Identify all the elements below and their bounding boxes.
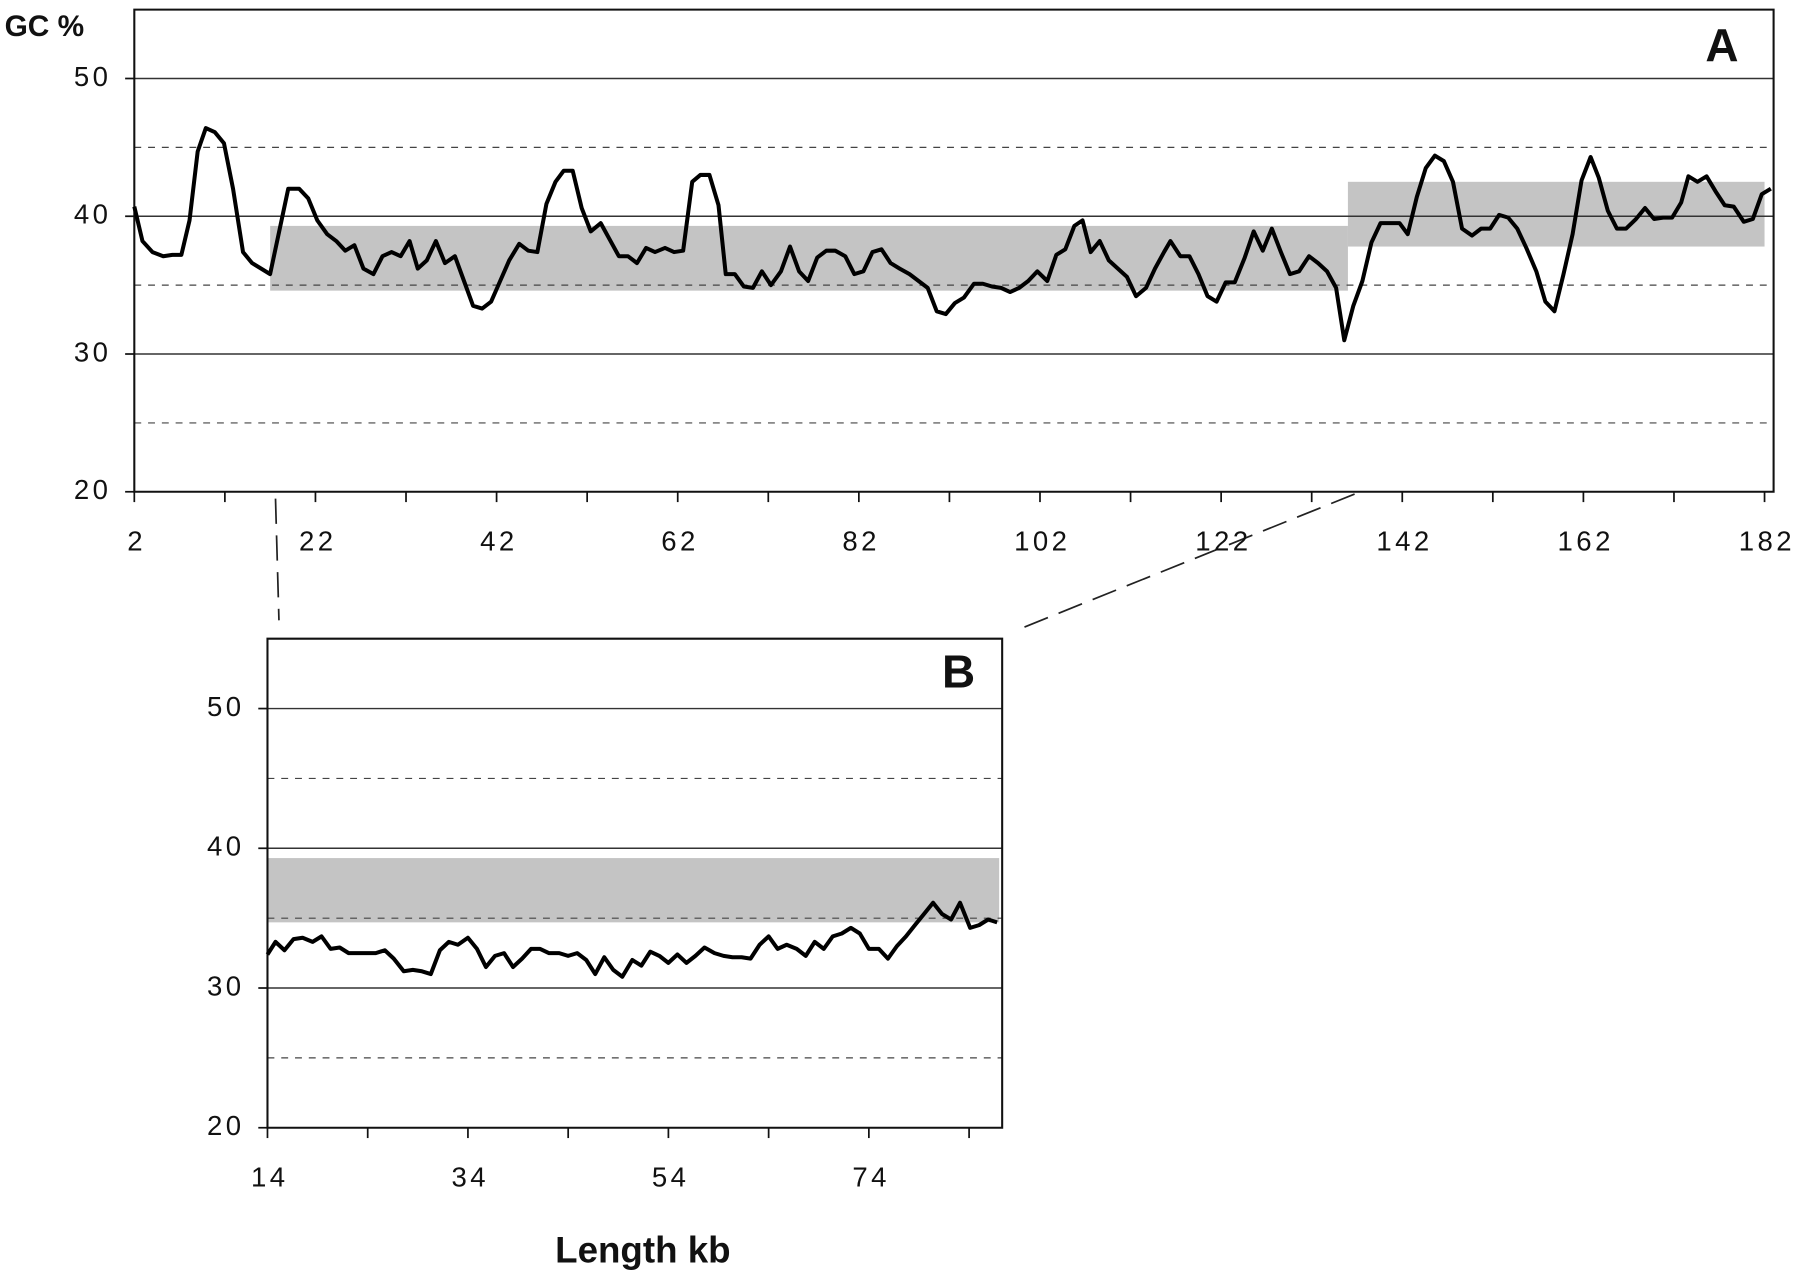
x-tick-label: 62: [661, 526, 699, 557]
x-tick-label: 42: [480, 526, 518, 557]
data-line: [132, 126, 1772, 343]
x-tick-label: 54: [652, 1162, 690, 1193]
y-tick-label: 20: [74, 474, 112, 505]
plot-frame: [266, 637, 1004, 1129]
x-tick-label: 14: [251, 1162, 289, 1193]
x-tick-label: 162: [1558, 526, 1614, 557]
zoom-connector: [1023, 493, 1355, 629]
zoom-connector: [274, 498, 280, 621]
y-tick-label: 40: [207, 831, 245, 862]
x-tick-label: 34: [451, 1162, 489, 1193]
y-tick-label: 30: [207, 970, 245, 1001]
panel-label: B: [942, 646, 975, 698]
x-tick-label: 22: [299, 526, 337, 557]
x-tick-label: 2: [127, 526, 146, 557]
y-tick-label: 50: [74, 61, 112, 92]
data-line: [265, 900, 998, 979]
x-tick-label: 74: [852, 1162, 890, 1193]
panel-label: A: [1705, 19, 1738, 71]
band: [1347, 181, 1765, 247]
y-axis-label: GC %: [5, 10, 85, 43]
y-tick-label: 50: [207, 691, 245, 722]
x-tick-label: 82: [842, 526, 880, 557]
y-tick-label: 30: [74, 336, 112, 367]
y-tick-label: 40: [74, 199, 112, 230]
x-axis-label: Length kb: [555, 1230, 730, 1271]
band: [267, 858, 1000, 923]
plot-frame: [133, 8, 1775, 493]
x-tick-label: 142: [1376, 526, 1432, 557]
y-tick-label: 20: [207, 1110, 245, 1141]
x-tick-label: 122: [1195, 526, 1251, 557]
x-tick-label: 102: [1014, 526, 1070, 557]
x-tick-label: 182: [1739, 526, 1795, 557]
